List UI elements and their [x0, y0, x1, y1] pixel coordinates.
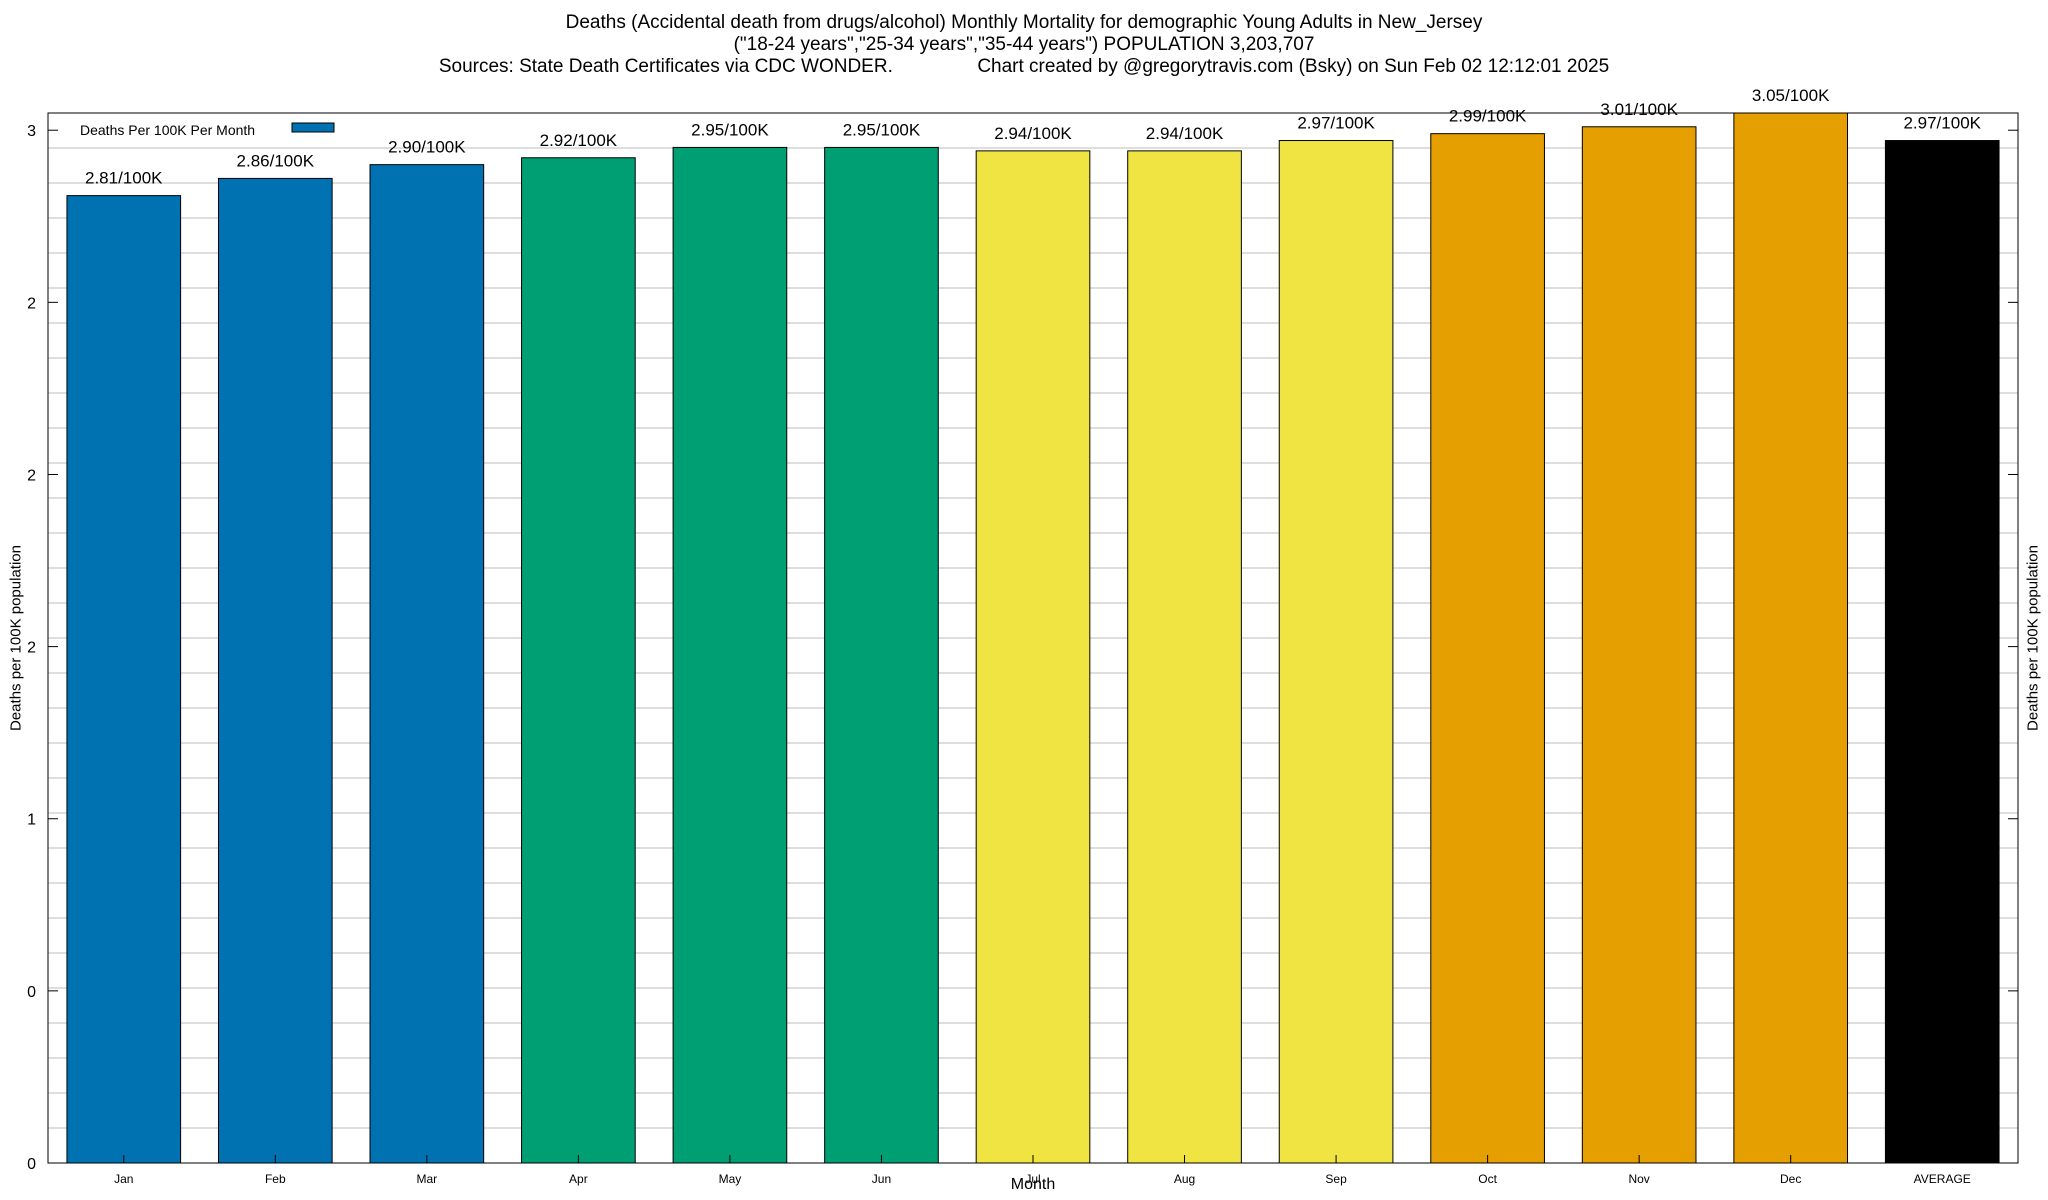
bar-dec	[1733, 112, 1849, 1164]
title-line-1: Deaths (Accidental death from drugs/alco…	[565, 12, 1483, 33]
title-line-2: ("18-24 years","25-34 years","35-44 year…	[733, 34, 1315, 55]
x-tick-label: Aug	[1174, 1172, 1195, 1186]
y-tick-label: 2	[27, 640, 36, 657]
y-tick-label: 1	[27, 812, 36, 829]
data-label: 3.01/100K	[1600, 100, 1678, 119]
legend-label: Deaths Per 100K Per Month	[80, 122, 255, 138]
x-tick-label: AVERAGE	[1914, 1172, 1971, 1186]
legend-swatch	[291, 122, 335, 133]
bar-may	[672, 146, 788, 1164]
data-label: 2.94/100K	[1146, 124, 1224, 143]
y-tick-label: 3	[27, 123, 36, 140]
y-axis-label-right: Deaths per 100K population	[2024, 545, 2042, 731]
bar-apr	[521, 157, 636, 1164]
y-tick-label: 0	[27, 984, 36, 1001]
x-tick-label: Sep	[1325, 1172, 1347, 1186]
plot-frame	[47, 112, 2019, 1164]
y-axis-label-left: Deaths per 100K population	[7, 545, 25, 731]
bar-jan	[66, 195, 182, 1164]
x-tick-label: Feb	[265, 1172, 286, 1186]
bar-mar	[369, 164, 485, 1164]
bar-nov	[1581, 126, 1697, 1164]
bar-sep	[1278, 140, 1394, 1164]
y-tick-label: 2	[27, 295, 36, 312]
bar-oct	[1430, 133, 1545, 1164]
data-label: 2.90/100K	[388, 138, 466, 157]
x-tick-label: Oct	[1478, 1172, 1497, 1186]
title-line-3: Sources: State Death Certificates via CD…	[438, 56, 1610, 77]
x-tick-label: Jul	[1025, 1172, 1040, 1186]
x-tick-label: Mar	[417, 1172, 438, 1186]
bar-jun	[824, 146, 939, 1164]
bar-feb	[217, 177, 333, 1164]
x-tick-label: Dec	[1780, 1172, 1801, 1186]
bar-jul	[975, 150, 1091, 1164]
x-tick-label: Jan	[114, 1172, 133, 1186]
data-label: 2.95/100K	[843, 120, 921, 139]
bar-average	[1884, 140, 2000, 1164]
data-label: 2.97/100K	[1297, 114, 1375, 133]
x-tick-label: Jun	[872, 1172, 891, 1186]
chart-title: Deaths (Accidental death from drugs/alco…	[0, 12, 2048, 78]
x-tick-label: Nov	[1628, 1172, 1649, 1186]
data-label: 2.99/100K	[1449, 107, 1527, 126]
data-label: 2.95/100K	[691, 120, 769, 139]
data-label: 2.81/100K	[85, 169, 163, 188]
data-label: 2.94/100K	[994, 124, 1072, 143]
bar-aug	[1127, 150, 1242, 1164]
data-label: 3.05/100K	[1752, 86, 1830, 105]
data-label: 2.97/100K	[1903, 114, 1981, 133]
data-label: 2.86/100K	[237, 151, 315, 170]
y-tick-label: 2	[27, 467, 36, 484]
data-label: 2.92/100K	[540, 131, 618, 150]
x-tick-label: Apr	[569, 1172, 588, 1186]
y-tick-label: 0	[27, 1156, 36, 1173]
x-axis-label: Month	[1010, 1176, 1056, 1193]
x-tick-label: May	[719, 1172, 742, 1186]
